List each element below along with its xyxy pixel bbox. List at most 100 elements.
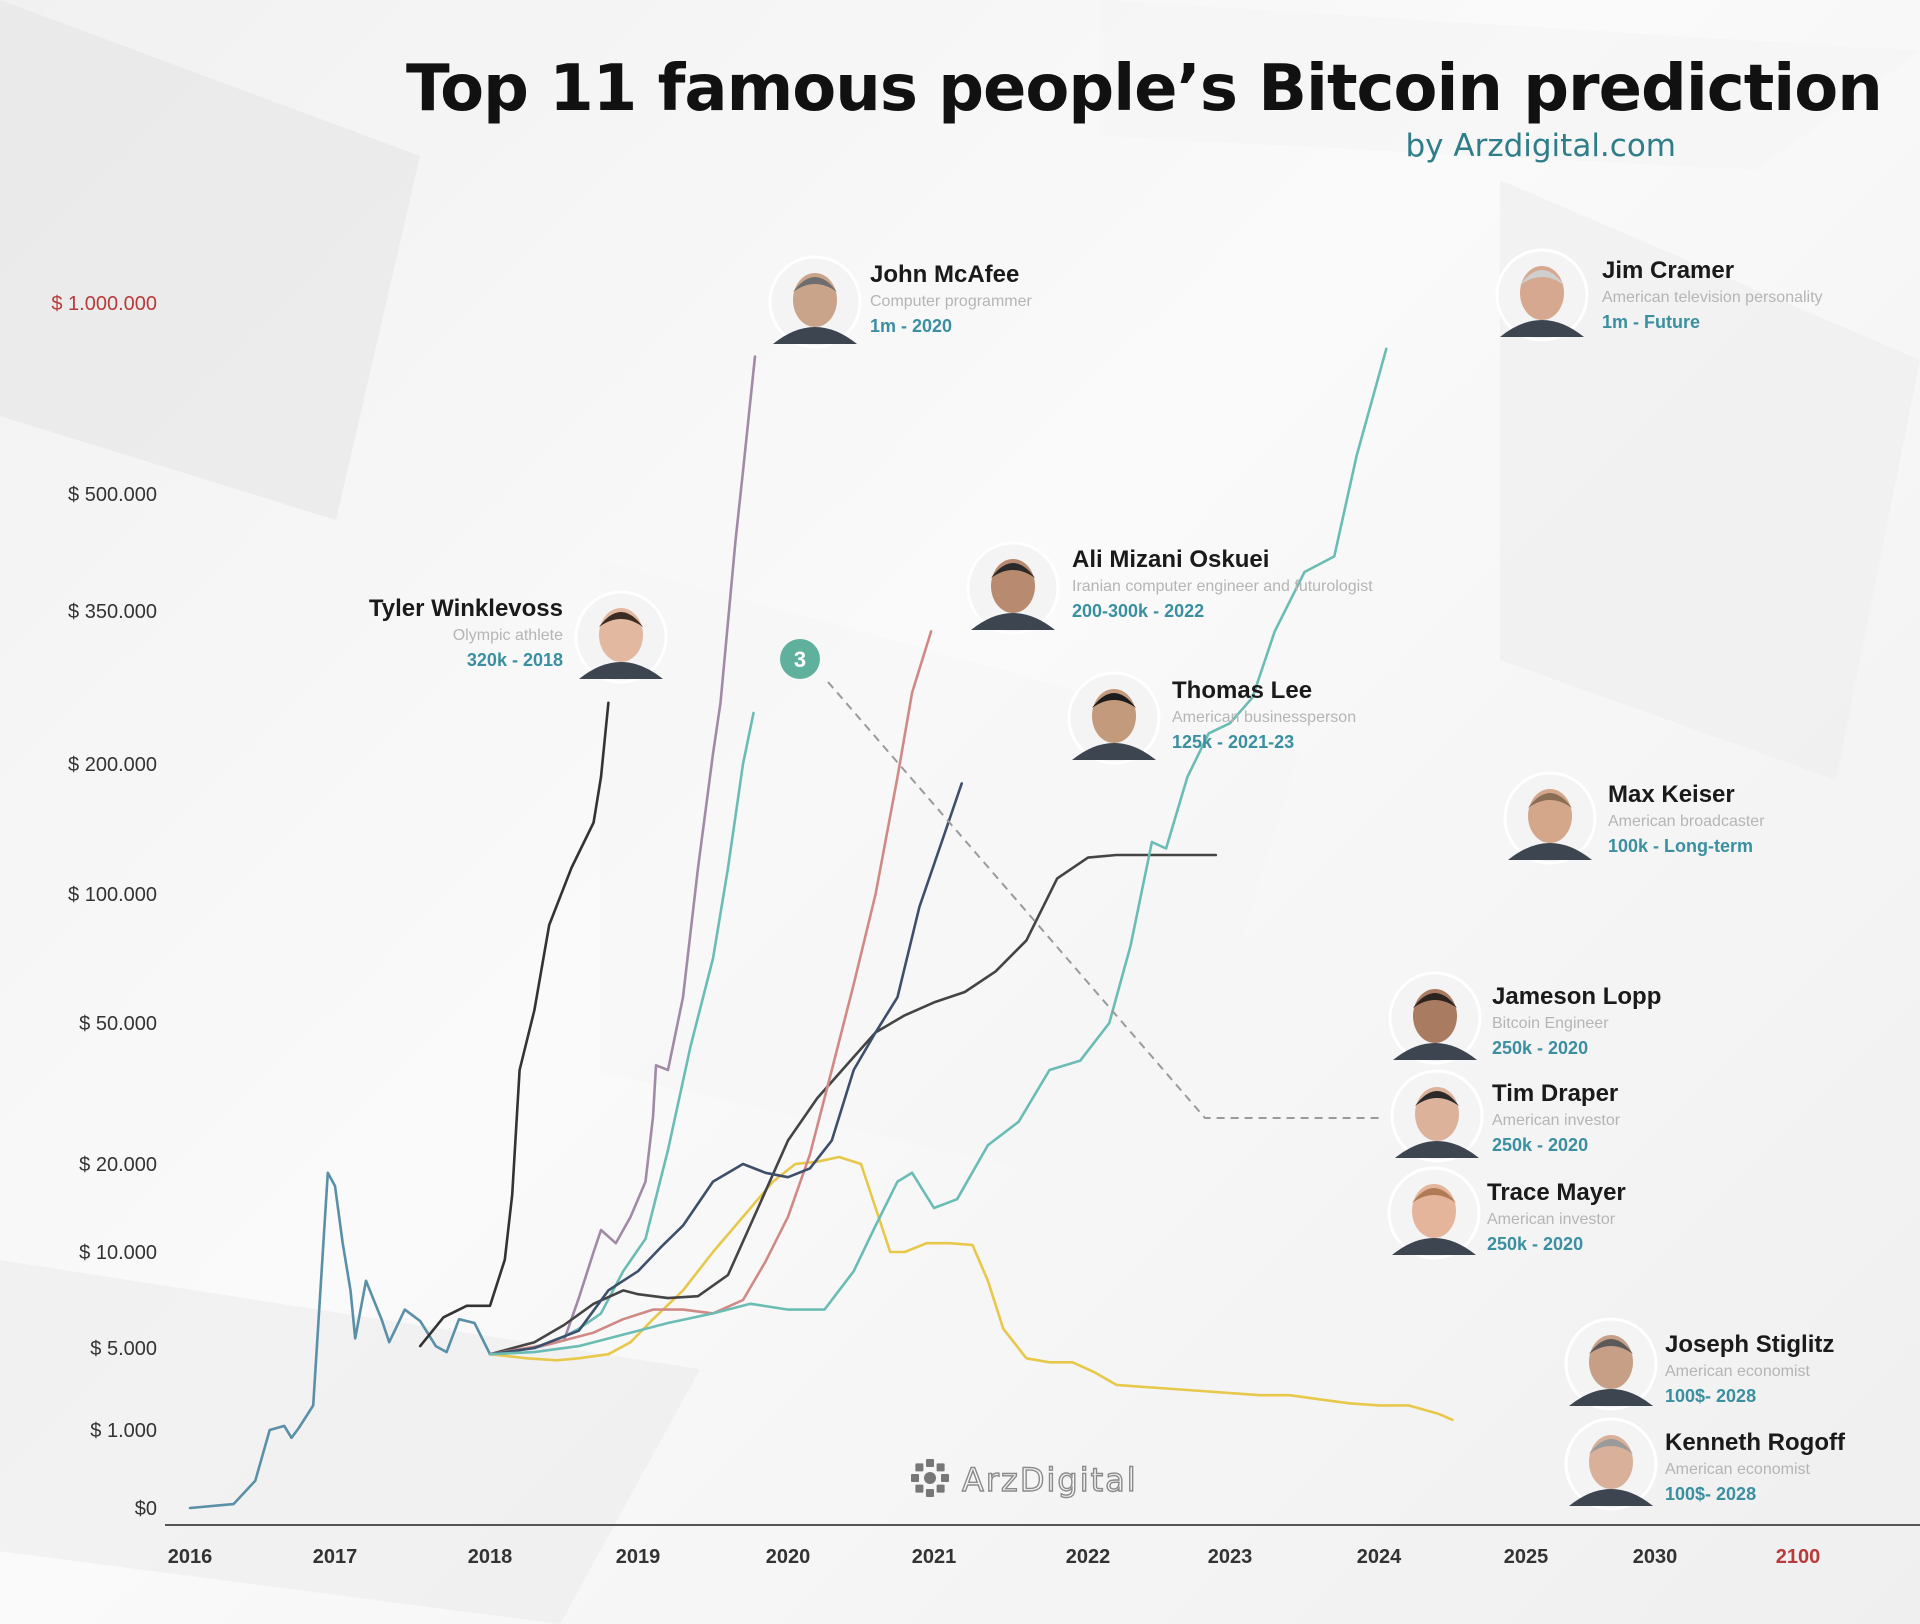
annotation-prediction: 125k - 2021-23 <box>1172 732 1294 752</box>
avatar <box>1564 1317 1658 1411</box>
series-line-bitcoin-price <box>188 1171 492 1510</box>
x-tick-label: 2017 <box>313 1546 358 1568</box>
avatar-face <box>1528 789 1572 843</box>
annotation-role: American economist <box>1665 1363 1811 1380</box>
x-tick-label: 2018 <box>468 1546 513 1568</box>
avatar <box>1564 1417 1658 1511</box>
x-tick-label: 2020 <box>766 1546 811 1568</box>
annotation-name: Joseph Stiglitz <box>1665 1331 1834 1358</box>
y-tick-label: $ 5.000 <box>90 1338 157 1360</box>
avatar-hair <box>991 563 1035 578</box>
x-tick-label: 2016 <box>168 1546 213 1568</box>
annotation-role: American economist <box>1665 1461 1811 1478</box>
group-badge-label: 3 <box>794 647 806 672</box>
y-tick-label: $ 50.000 <box>79 1013 157 1035</box>
avatar <box>574 590 668 684</box>
annotation-name: Jameson Lopp <box>1492 983 1661 1010</box>
avatar-shoulders <box>1395 1141 1479 1158</box>
prediction-lines: 3 <box>188 347 1454 1510</box>
annotation-prediction: 100$- 2028 <box>1665 1484 1756 1504</box>
avatar-hair <box>1589 1339 1633 1354</box>
annotation-name: Tyler Winklevoss <box>369 595 563 622</box>
avatar <box>966 541 1060 635</box>
series-line-jim-cramer <box>488 347 1388 1356</box>
avatar-hair <box>1589 1439 1633 1454</box>
x-tick-label: 2025 <box>1504 1546 1549 1568</box>
avatar-shoulders <box>1569 1489 1653 1506</box>
avatar-face <box>1589 1335 1633 1389</box>
y-tick-label: $ 100.000 <box>68 884 157 906</box>
y-tick-label: $0 <box>135 1498 157 1520</box>
series-line-tim-draper <box>488 1155 1454 1422</box>
annotation-name: Thomas Lee <box>1172 677 1312 704</box>
annotation-prediction: 320k - 2018 <box>467 650 563 670</box>
arzdigital-logo-text: ArzDigital <box>962 1461 1138 1499</box>
annotation-name: Tim Draper <box>1492 1080 1618 1107</box>
y-tick-label: $ 1.000 <box>90 1420 157 1442</box>
avatar-hair <box>793 277 837 292</box>
y-tick-label: $ 500.000 <box>68 484 157 506</box>
annotation-name: Max Keiser <box>1608 781 1735 808</box>
avatar-face <box>1412 1184 1456 1238</box>
avatar-face <box>1520 266 1564 320</box>
avatar-shoulders <box>1569 1389 1653 1406</box>
avatar-shoulders <box>579 662 663 679</box>
background-panel <box>600 560 1300 1200</box>
avatar-face <box>1589 1435 1633 1489</box>
avatar-shoulders <box>1508 843 1592 860</box>
series-line-trace-mayer <box>488 853 1218 1356</box>
annotation-jim-cramer: Jim Cramer American television personalit… <box>1495 248 1823 342</box>
avatar <box>1387 1166 1481 1260</box>
arzdigital-logo-icon <box>911 1459 949 1497</box>
x-tick-label: 2019 <box>616 1546 661 1568</box>
annotation-name: Trace Mayer <box>1487 1179 1626 1206</box>
y-tick-label: $ 10.000 <box>79 1242 157 1264</box>
annotation-prediction: 250k - 2020 <box>1487 1234 1583 1254</box>
annotation-trace-mayer: Trace Mayer American investor 250k - 2020 <box>1387 1166 1626 1260</box>
chart-title: Top 11 famous people’s Bitcoin predictio… <box>406 52 1883 126</box>
y-tick-label: $ 1.000.000 <box>51 293 157 315</box>
avatar <box>1390 1069 1484 1163</box>
avatar-face <box>1092 689 1136 743</box>
annotation-role: American investor <box>1487 1211 1616 1228</box>
logo-cell <box>936 1463 945 1472</box>
logo-cell <box>936 1484 945 1493</box>
annotation-name: Kenneth Rogoff <box>1665 1429 1846 1456</box>
annotation-john-mcafee: John McAfee Computer programmer 1m - 2020 <box>768 255 1033 349</box>
logo-cell <box>915 1484 924 1493</box>
background-panel <box>0 1260 700 1624</box>
y-tick-label: $ 350.000 <box>68 601 157 623</box>
avatar <box>1495 248 1589 342</box>
avatar-shoulders <box>773 327 857 344</box>
avatar <box>1503 771 1597 865</box>
annotation-role: American broadcaster <box>1608 813 1765 830</box>
group-badge-circle <box>780 639 820 679</box>
avatar-hair <box>1413 993 1457 1008</box>
annotation-prediction: 200-300k - 2022 <box>1072 601 1204 621</box>
annotation-jameson-lopp: Jameson Lopp Bitcoin Engineer 250k - 2020 <box>1388 971 1661 1065</box>
series-line-john-mcafee <box>488 355 757 1356</box>
annotation-role: Iranian computer engineer and futurologi… <box>1072 578 1373 595</box>
group-badge: 3 <box>780 639 820 679</box>
avatar-shoulders <box>1072 743 1156 760</box>
series-line-ali-mizani-oskuei <box>488 630 933 1356</box>
chart-subtitle: by Arzdigital.com <box>1405 128 1676 164</box>
arzdigital-logo: ArzDigital <box>911 1459 1138 1500</box>
logo-cell <box>915 1463 924 1472</box>
logo-cell <box>911 1474 919 1482</box>
avatar <box>1388 971 1482 1065</box>
annotation-name: Jim Cramer <box>1602 257 1734 284</box>
annotation-prediction: 250k - 2020 <box>1492 1038 1588 1058</box>
annotation-thomas-lee: Thomas Lee American businessperson 125k - … <box>1067 671 1356 765</box>
annotation-joseph-stiglitz: Joseph Stiglitz American economist 100$- 2… <box>1564 1317 1834 1411</box>
annotation-name: John McAfee <box>870 261 1019 288</box>
avatar-hair <box>599 612 643 627</box>
avatar-shoulders <box>971 613 1055 630</box>
annotation-role: American television personality <box>1602 289 1823 306</box>
series-line-tyler-winklevoss <box>418 701 610 1348</box>
annotation-name: Ali Mizani Oskuei <box>1072 546 1269 573</box>
avatar-face <box>1413 989 1457 1043</box>
x-tick-label: 2030 <box>1633 1546 1678 1568</box>
logo-cell <box>926 1489 934 1497</box>
